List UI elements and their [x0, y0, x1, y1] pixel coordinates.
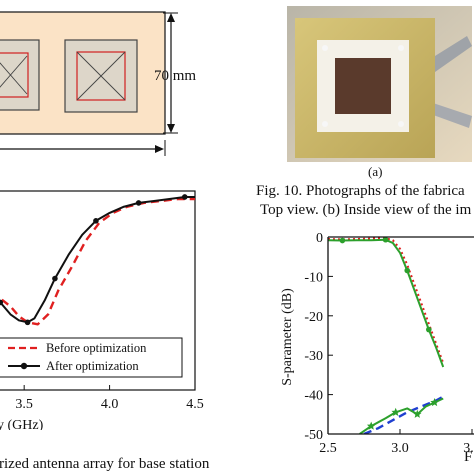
left-series-point: [24, 319, 31, 326]
y-tick-label: -20: [304, 310, 323, 325]
left-series-point: [52, 275, 58, 282]
right-axis-ticks: 2.5 3.0 3.5 0 -10 -20 -30 -40 -50: [304, 231, 474, 456]
left-x-axis-label: y (GHz): [0, 418, 44, 430]
patch-left: [0, 52, 29, 98]
right-series-line-0: [328, 237, 445, 364]
right-series-point: [430, 398, 439, 407]
y-tick-label: -40: [304, 389, 323, 404]
right-series-line-3: [359, 397, 444, 434]
left-series-point: [135, 200, 142, 206]
left-series-point: [0, 299, 4, 306]
y-tick-label: -30: [304, 349, 323, 364]
left-x-ticks: 3.5 4.0 4.5: [15, 385, 204, 412]
x-tick-label: 2.5: [319, 441, 337, 456]
right-series-point: [382, 236, 389, 243]
left-plot-frame: [0, 190, 196, 391]
right-series-point: [339, 237, 346, 244]
right-figure-label: F: [464, 449, 472, 465]
y-tick-label: 0: [316, 231, 323, 246]
antenna-drawing: 70 mm: [0, 11, 196, 156]
left-series-line-1: [0, 196, 195, 324]
right-series-point: [366, 421, 376, 430]
y-tick-label: -10: [304, 270, 323, 285]
left-reflection-chart: 3.5 4.0 4.5 Before optimization After opti…: [0, 190, 204, 430]
legend-before-label: Before optimization: [46, 341, 147, 355]
x-tick-label: 3.0: [391, 441, 409, 456]
right-series-point: [404, 267, 411, 274]
right-y-axis-label: S-parameter (dB): [280, 288, 295, 386]
dimension-label: 70 mm: [154, 68, 196, 84]
legend-after-label: After optimization: [46, 359, 139, 373]
fabricated-antenna-photo: [287, 6, 472, 162]
photo-sublabel: (a): [368, 164, 383, 179]
fig10-caption-line2: Top view. (b) Inside view of the im: [260, 202, 472, 218]
right-series-point: [413, 409, 422, 418]
x-tick-label: 3.5: [15, 397, 33, 412]
right-series-line-2: [363, 395, 444, 434]
right-series-point: [426, 326, 432, 333]
right-series-point: [391, 407, 400, 416]
left-legend: Before optimization After optimization: [0, 337, 183, 378]
fig10-caption-line1: Fig. 10. Photographs of the fabrica: [256, 183, 465, 199]
x-tick-label: 3.5: [463, 441, 474, 456]
left-series-lines: [0, 194, 195, 326]
patch-right: [76, 51, 126, 101]
left-figure-caption: rized antenna array for base station: [0, 456, 210, 472]
x-tick-label: 4.0: [101, 397, 119, 412]
patch-frame-left: [0, 39, 40, 111]
y-tick-label: -50: [304, 428, 323, 443]
left-series-point: [93, 218, 99, 224]
x-tick-label: 4.5: [186, 397, 204, 412]
right-series-lines: [328, 236, 445, 434]
right-series-line-1: [328, 238, 445, 368]
left-series-point: [181, 194, 188, 200]
left-series-line-0: [0, 197, 195, 326]
